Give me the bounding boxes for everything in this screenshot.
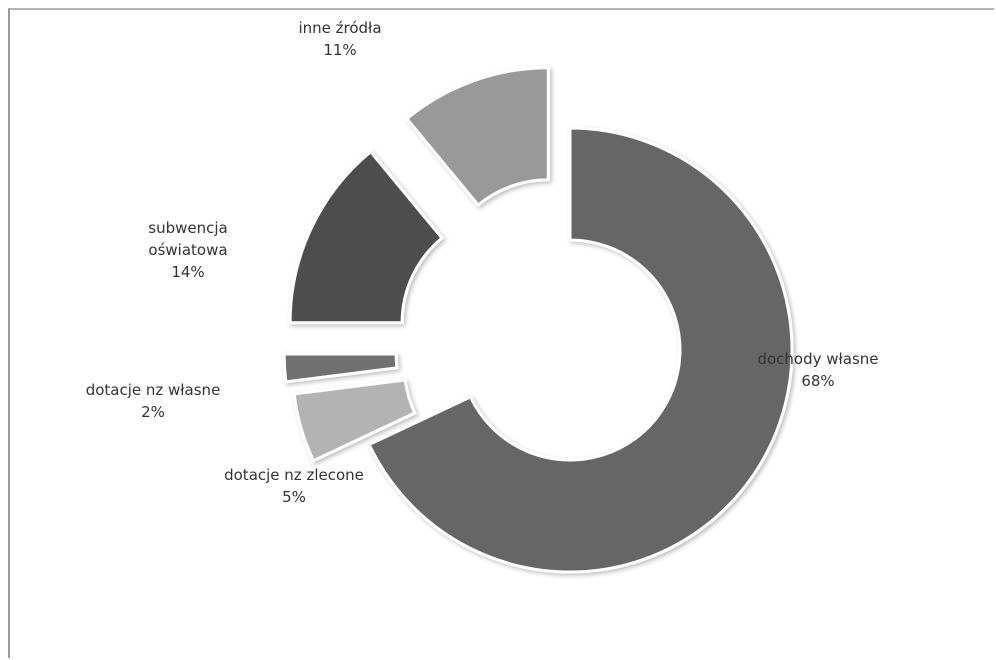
slice-subwencja-oświatowa xyxy=(288,149,445,325)
chart-frame: dochody własne 68% dotacje nz zlecone 5% dot… xyxy=(8,8,994,658)
slices-layer xyxy=(282,66,794,574)
labels-layer: dochody własne 68%dotacje nz zlecone 5%dot… xyxy=(86,19,879,506)
data-label-value: 2% xyxy=(141,403,165,421)
data-label-category: dochody własne xyxy=(757,350,878,368)
data-label-category: inne źródła xyxy=(298,19,381,37)
data-label-value: 68% xyxy=(801,372,834,390)
data-label-subwencja-oświatowa: subwencja oświatowa 14% xyxy=(148,219,227,281)
slice-dotacje-nz-zlecone xyxy=(292,378,417,463)
data-label-category: oświatowa xyxy=(148,241,227,259)
slice-inne-źródła xyxy=(404,66,550,208)
data-label-value: 14% xyxy=(171,263,204,281)
data-label-value: 5% xyxy=(282,488,306,506)
data-label-category: subwencja xyxy=(148,219,227,237)
data-label-dotacje-nz-własne: dotacje nz własne 2% xyxy=(86,381,221,421)
data-label-value: 11% xyxy=(323,41,356,59)
slice-dotacje-nz-własne xyxy=(282,352,399,384)
data-label-category: dotacje nz zlecone xyxy=(224,466,364,484)
slice-dochody-własne xyxy=(367,126,794,574)
data-label-category: dotacje nz własne xyxy=(86,381,221,399)
data-label-dochody-własne: dochody własne 68% xyxy=(757,350,878,390)
data-label-dotacje-nz-zlecone: dotacje nz zlecone 5% xyxy=(224,466,364,506)
data-label-inne-źródła: inne źródła 11% xyxy=(298,19,381,59)
doughnut-chart: dochody własne 68%dotacje nz zlecone 5%dot… xyxy=(86,19,879,574)
